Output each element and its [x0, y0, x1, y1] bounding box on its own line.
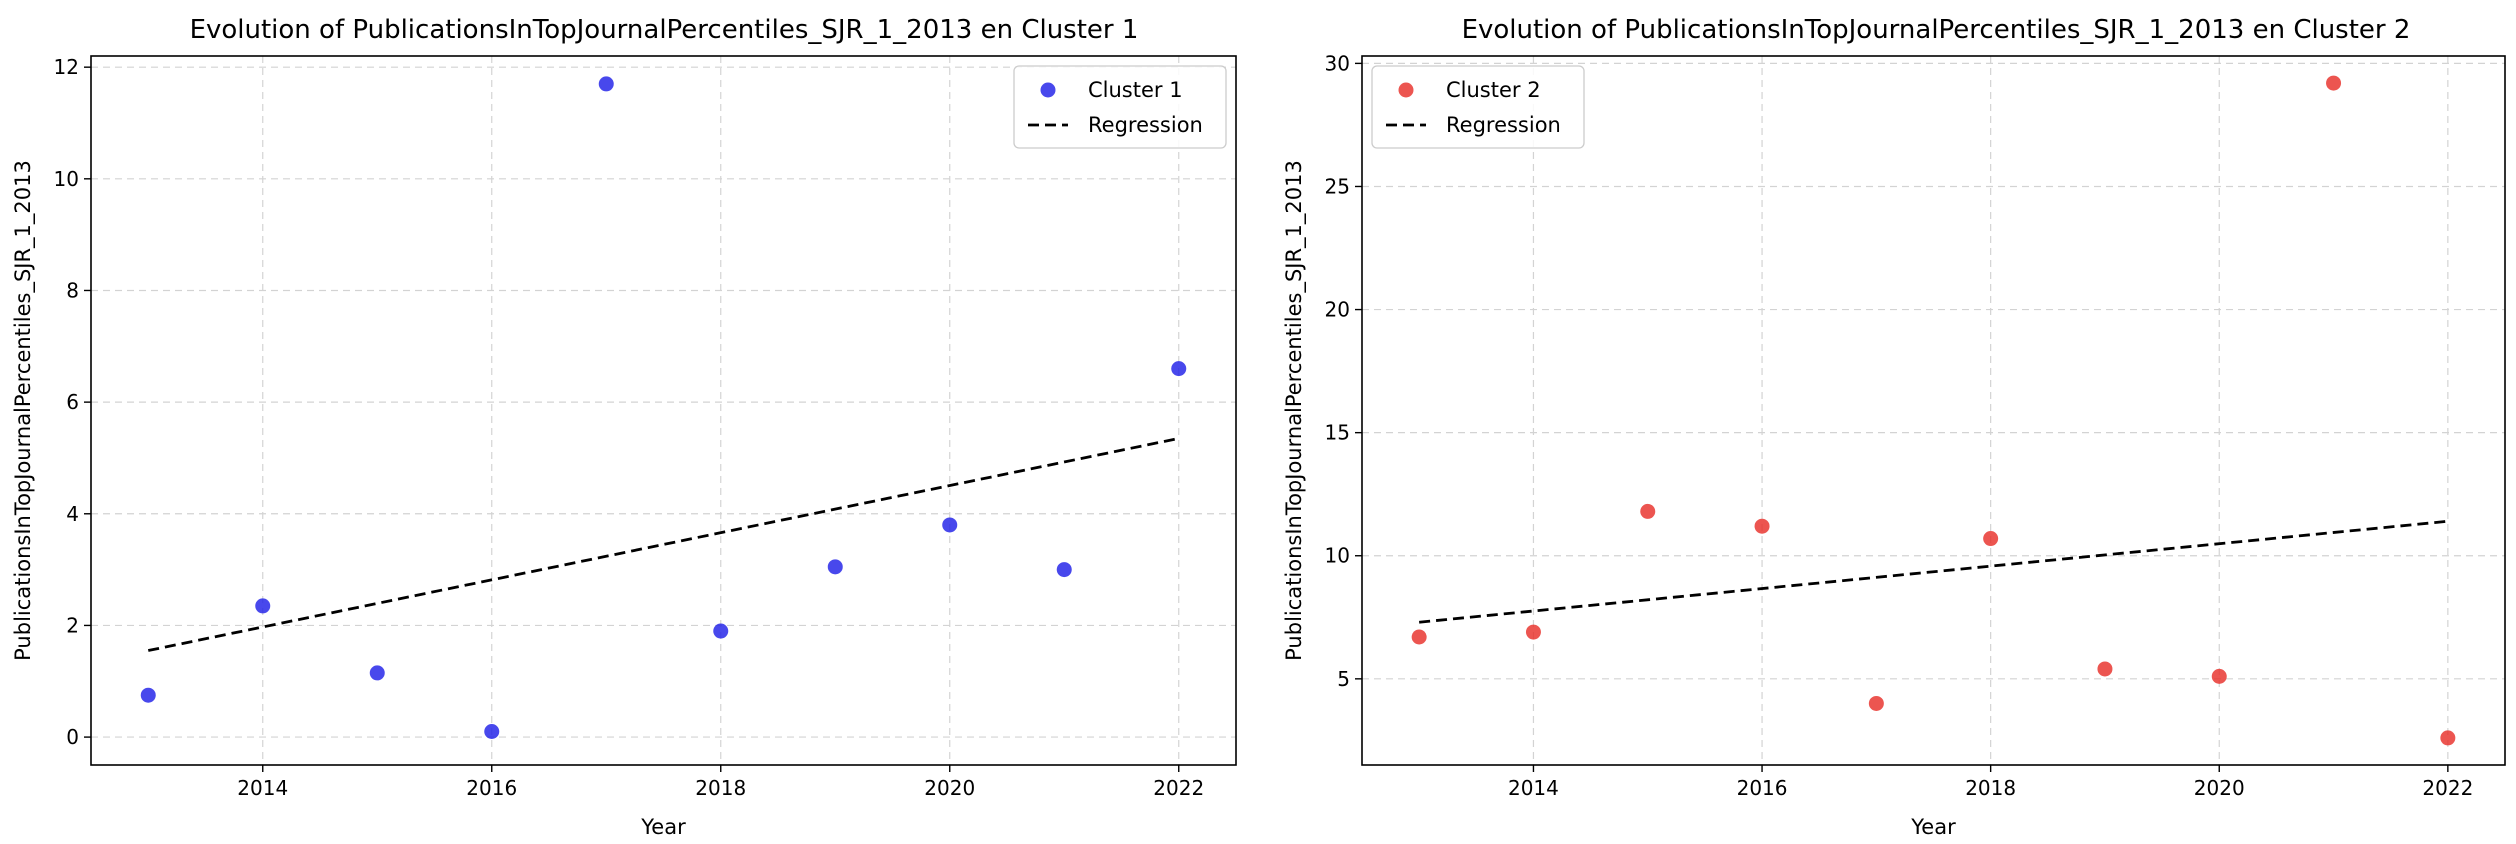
x-tick-label: 2016 [466, 776, 517, 800]
legend-label-regression: Regression [1446, 113, 1561, 137]
data-point [1640, 503, 1656, 519]
x-tick-label: 2022 [2422, 776, 2473, 800]
plot-frame [90, 55, 1237, 766]
y-axis-label: PublicationsInTopJournalPercentiles_SJR_… [1282, 160, 1307, 661]
data-point [2097, 661, 2113, 677]
x-tick-label: 2020 [2194, 776, 2245, 800]
regression-line [147, 437, 1180, 652]
y-tick-label: 30 [1325, 51, 1350, 75]
chart-panel-2: 2014 2016 2018 2020 2022 5 10 15 20 25 30 Evolution… [1282, 15, 2506, 839]
y-axis-label: PublicationsInTopJournalPercentiles_SJR_… [11, 160, 36, 661]
data-point [2211, 668, 2227, 684]
y-tick-label: 5 [1337, 667, 1350, 691]
data-point [484, 724, 500, 740]
y-tick-label: 8 [66, 278, 79, 302]
data-point [713, 623, 729, 639]
y-tick-label: 15 [1325, 421, 1350, 445]
x-tick-label: 2022 [1153, 776, 1204, 800]
legend-label-points: Cluster 1 [1088, 78, 1183, 102]
legend-box [1371, 65, 1585, 149]
data-point [1754, 518, 1770, 534]
legend-marker-points [1398, 82, 1414, 98]
data-point [140, 687, 156, 703]
data-point [1171, 361, 1187, 377]
x-tick-label: 2014 [237, 776, 288, 800]
y-tick-label: 6 [66, 390, 79, 414]
y-tick-label: 12 [54, 55, 79, 79]
data-point [255, 598, 271, 614]
x-tick-label: 2016 [1737, 776, 1788, 800]
y-tick-label: 4 [66, 502, 79, 526]
y-tick-label: 20 [1325, 298, 1350, 322]
x-tick-label: 2018 [695, 776, 746, 800]
y-tick-label: 0 [66, 725, 79, 749]
data-point [2326, 75, 2342, 91]
legend: Cluster 1 Regression [1013, 65, 1227, 149]
x-axis-label: Year [1910, 815, 1956, 839]
chart-panel-1: 2014 2016 2018 2020 2022 0 2 4 6 8 10 12 Evolution o… [11, 15, 1237, 839]
data-point [1525, 624, 1541, 640]
legend: Cluster 2 Regression [1371, 65, 1585, 149]
legend-label-regression: Regression [1088, 113, 1203, 137]
data-point [1411, 629, 1427, 645]
y-tick-label: 10 [1325, 544, 1350, 568]
data-point [1868, 695, 1884, 711]
y-tick-label: 2 [66, 613, 79, 637]
y-tick-label: 10 [54, 167, 79, 191]
x-tick-label: 2014 [1508, 776, 1559, 800]
data-point [1056, 562, 1072, 578]
chart-title: Evolution of PublicationsInTopJournalPer… [1462, 15, 2411, 45]
data-point [369, 665, 385, 681]
x-tick-label: 2018 [1965, 776, 2016, 800]
plot-frame [1361, 55, 2506, 766]
legend-box [1013, 65, 1227, 149]
chart-title: Evolution of PublicationsInTopJournalPer… [190, 15, 1139, 45]
regression-line [1419, 519, 2448, 624]
x-tick-label: 2020 [924, 776, 975, 800]
legend-label-points: Cluster 2 [1446, 78, 1541, 102]
data-point [598, 76, 614, 92]
y-tick-label: 25 [1325, 174, 1350, 198]
data-point [1983, 531, 1999, 547]
data-point [827, 559, 843, 575]
legend-marker-points [1040, 82, 1056, 98]
x-axis-label: Year [640, 815, 686, 839]
data-point [942, 517, 958, 533]
data-point [2440, 730, 2456, 746]
